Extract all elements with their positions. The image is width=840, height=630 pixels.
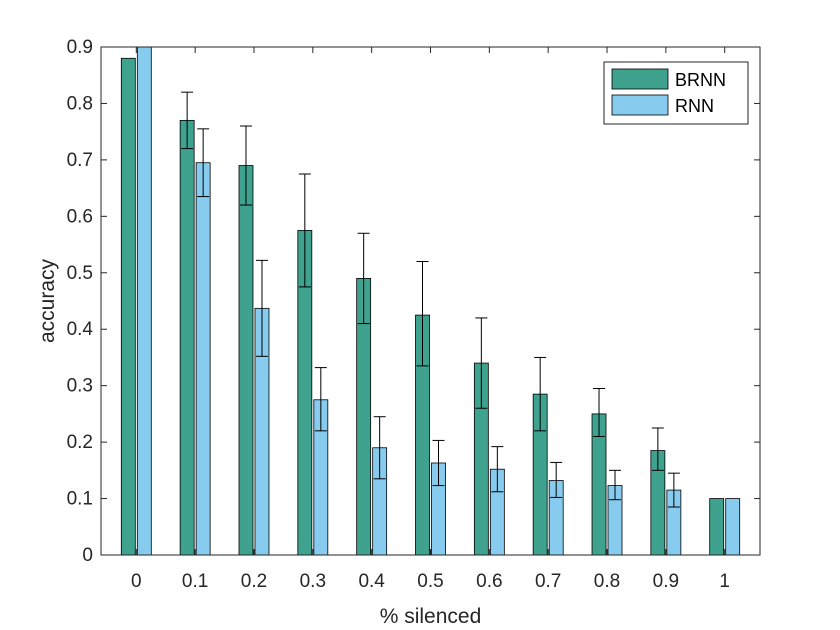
- y-tick-label: 0.7: [67, 150, 93, 171]
- y-tick-label: 0.5: [67, 263, 93, 284]
- y-tick-label: 0.1: [67, 489, 93, 510]
- x-tick-label: 0.8: [594, 571, 620, 592]
- bar-rnn: [195, 162, 211, 556]
- bar-brnn: [179, 119, 195, 556]
- bar-rnn: [725, 498, 741, 556]
- chart-marks: [120, 46, 741, 556]
- y-axis-label: accuracy: [36, 258, 59, 343]
- x-tick-label: 0.5: [417, 571, 443, 592]
- y-tick-label: 0: [82, 545, 93, 566]
- y-tick-label: 0.6: [67, 206, 93, 227]
- x-tick-label: 0.9: [653, 571, 679, 592]
- y-tick-label: 0.9: [67, 37, 93, 58]
- y-tick-label: 0.4: [67, 319, 94, 340]
- x-axis: 0 0.1 0.2 0.3 0.4 0.5 0.6 0.7 0.8 0.9 1: [131, 47, 730, 592]
- legend-label-brnn: BRNN: [675, 70, 726, 90]
- legend-swatch-brnn: [611, 68, 669, 90]
- y-tick-label: 0.8: [67, 93, 93, 114]
- bar-brnn: [238, 165, 254, 556]
- x-tick-label: 0.4: [358, 571, 385, 592]
- x-tick-label: 0.7: [535, 571, 561, 592]
- y-tick-label: 0.2: [67, 432, 93, 453]
- x-tick-label: 0.6: [476, 571, 502, 592]
- legend-swatch-rnn: [611, 94, 669, 116]
- x-tick-label: 1: [719, 571, 730, 592]
- x-axis-label: % silenced: [380, 605, 482, 628]
- y-tick-label: 0.3: [67, 376, 93, 397]
- x-tick-label: 0.1: [182, 571, 208, 592]
- x-tick-label: 0.3: [300, 571, 326, 592]
- legend-label-rnn: RNN: [675, 96, 714, 116]
- legend: BRNN RNN: [603, 61, 749, 125]
- y-axis: 0 0.1 0.2 0.3 0.4 0.5 0.6 0.7 0.8 0.9: [67, 37, 760, 566]
- x-tick-label: 0: [131, 571, 142, 592]
- bar-brnn: [709, 498, 725, 556]
- bar-rnn: [136, 46, 152, 556]
- x-tick-label: 0.2: [241, 571, 267, 592]
- bar-brnn: [120, 57, 136, 556]
